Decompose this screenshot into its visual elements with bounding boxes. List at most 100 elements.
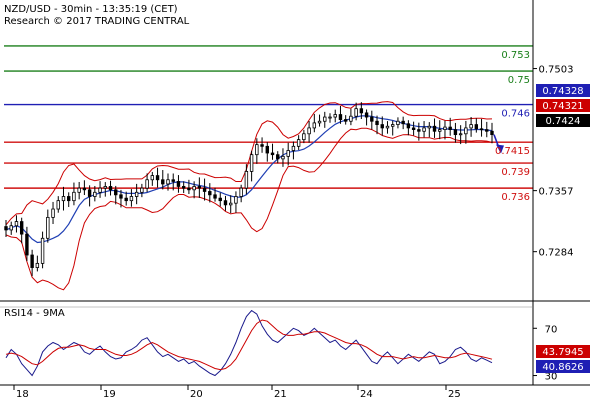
rsi-title: RSI14 - 9MA (4, 308, 65, 319)
candle-body (35, 262, 40, 268)
rsi-value-tags: 43.7945 40.8626 (536, 345, 590, 373)
candle-body (244, 171, 249, 189)
candle-body (187, 187, 191, 191)
candle-body (270, 152, 275, 156)
price-tag-box (536, 114, 590, 127)
candle-body (338, 114, 343, 120)
candle-body (56, 200, 60, 210)
date-tick-label: 24 (360, 389, 373, 400)
candle-body (72, 191, 76, 202)
ma-line (5, 115, 493, 244)
level-label-support: 0.7415 (495, 146, 530, 157)
candle-body (458, 133, 463, 136)
candle-body (249, 154, 254, 172)
candle-body (333, 114, 337, 118)
candle-body (134, 191, 139, 197)
rsi-value-tag-label: 40.8626 (542, 362, 583, 373)
date-tick-label: 25 (448, 389, 461, 400)
price-tags: 0.74328 0.74321 0.7424 (536, 84, 590, 127)
candle-body (218, 197, 222, 202)
candle-body (364, 112, 369, 118)
candle-body (349, 115, 353, 122)
candle-body (302, 133, 306, 141)
candle-body (192, 186, 196, 191)
candle-body (155, 175, 160, 181)
rsi-value-tag-box (536, 345, 590, 358)
level-label-support: 0.739 (501, 167, 530, 178)
candle-body (223, 200, 228, 206)
candle-body (129, 196, 134, 202)
price-tick-label: 0.7357 (539, 187, 574, 198)
candle-body (296, 139, 301, 147)
rsi-tick-label: 30 (545, 372, 558, 383)
candle-body (474, 124, 479, 130)
date-tick-label: 19 (103, 389, 116, 400)
candle-body (77, 187, 81, 193)
date-tick-label: 18 (16, 389, 29, 400)
rsi-value-tag-box (536, 360, 590, 373)
candle-body (432, 125, 437, 132)
candle-body (328, 116, 332, 119)
candle-body (307, 127, 311, 135)
bollinger-lower (5, 127, 493, 291)
candle-body (417, 129, 421, 132)
price-tag-label: 0.74321 (542, 101, 583, 112)
candle-body (453, 129, 458, 136)
candle-body (448, 126, 452, 130)
candle-body (396, 120, 400, 125)
candle-body (464, 127, 468, 135)
rsi-panel: 70 30 43.7945 40.8626 RSI14 - 9MA (4, 308, 590, 383)
price-tag-box (536, 84, 590, 97)
candle-body (145, 179, 149, 189)
candle-body (370, 116, 374, 122)
candle-body (260, 144, 264, 147)
date-tick-label: 20 (190, 389, 203, 400)
candle-body (67, 196, 71, 202)
candle-body (181, 186, 186, 189)
candle-body (343, 119, 348, 122)
candle-body (391, 124, 395, 127)
candle-body (9, 225, 13, 231)
chart-title: NZD/USD - 30min - 13:35:19 (CET) (4, 4, 178, 15)
candle-body (93, 191, 97, 197)
candle-body (87, 189, 92, 197)
candle-body (171, 179, 175, 182)
candle-body (401, 120, 405, 125)
candle-body (406, 123, 411, 129)
candle-body (359, 108, 364, 114)
candle-body (239, 187, 243, 197)
candle-body (14, 221, 19, 227)
candle-body (354, 108, 358, 117)
price-tag-label: 0.7424 (546, 116, 581, 127)
level-label-pivot: 0.746 (501, 109, 530, 120)
candle-body (166, 179, 170, 185)
candle-body (61, 196, 66, 202)
price-tick-label: 0.7284 (539, 248, 574, 259)
price-tick-label: 0.7503 (539, 65, 574, 76)
level-lines (4, 45, 533, 189)
candle-body (286, 150, 290, 157)
candle-body (25, 233, 29, 256)
rsi-value-tag-label: 43.7945 (542, 347, 583, 358)
candle-body (213, 194, 217, 199)
candle-body (380, 124, 384, 129)
candle-body (46, 216, 50, 239)
candle-body (443, 126, 447, 130)
candlesticks (4, 102, 494, 277)
rsi-axis-ticks: 70 30 (533, 324, 558, 383)
forecast-arrow-head (496, 144, 504, 154)
rsi-series-line (5, 309, 493, 377)
moving-average (5, 115, 493, 244)
forecast-arrow (493, 134, 504, 154)
date-tick-label: 21 (274, 389, 287, 400)
candle-body (114, 189, 118, 196)
level-label-resistance: 0.753 (501, 50, 530, 61)
candle-body (312, 122, 317, 129)
rsi-series (5, 309, 493, 377)
rsi-tick-label: 70 (545, 324, 558, 335)
candle-body (19, 221, 24, 235)
candle-body (385, 125, 390, 129)
candle-body (276, 154, 280, 160)
candle-body (291, 145, 296, 151)
candle-body (176, 181, 181, 187)
